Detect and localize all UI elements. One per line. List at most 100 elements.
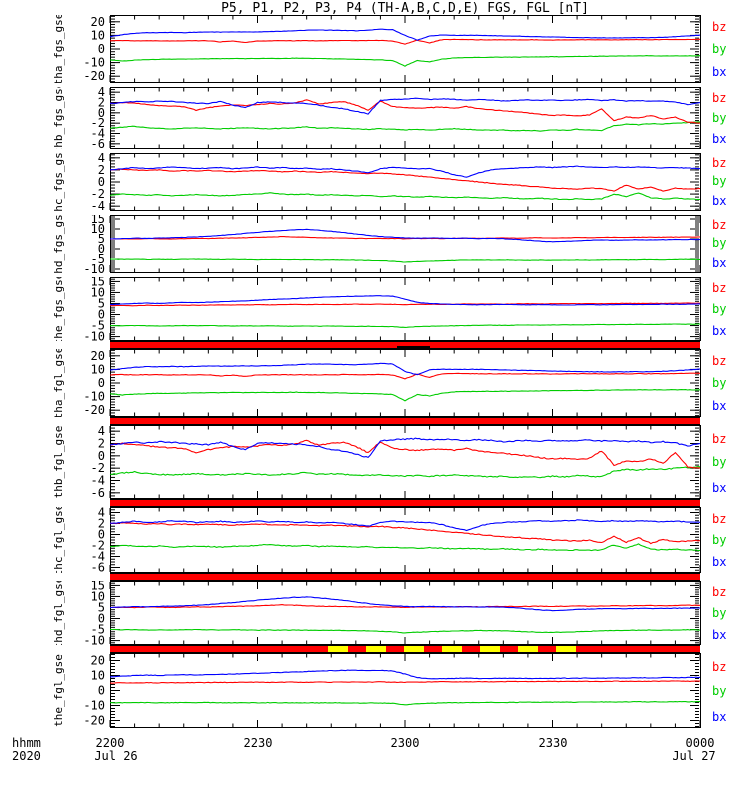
legend-label-bz: bz [712, 218, 726, 232]
y-tick-label: -10 [83, 390, 105, 404]
y-tick-label: 0 [98, 175, 105, 189]
legend-label-by: by [712, 42, 726, 56]
x-tick-2330: 2330 [538, 736, 568, 750]
plot-area-thc_fgs_gse: 420-2-4 thc_fgs_gse bz by bx [52, 146, 726, 219]
x-tick-0000: 0000 [685, 736, 715, 750]
x-date-left: Jul 26 [94, 749, 138, 763]
legend-label-bz: bz [712, 20, 726, 34]
y-axis-label: thc_fgl_gse [52, 507, 65, 573]
series-line-bz [109, 604, 701, 609]
y-tick-label: 0 [98, 449, 105, 463]
legend-label-bx: bx [712, 628, 726, 642]
y-axis-label: thb_fgs_gse [52, 87, 65, 149]
y-tick-label: 2 [98, 96, 105, 110]
legend-label-by: by [712, 111, 726, 125]
series-line-by [109, 258, 701, 263]
legend-label-by: by [712, 302, 726, 316]
y-tick-label: -2 [91, 187, 105, 201]
x-date-right: Jul 27 [672, 749, 716, 763]
y-tick-label: 5 [98, 600, 105, 614]
legend-label-by: by [712, 376, 726, 390]
y-axis-label: the_fgl_gse [52, 654, 65, 727]
x-axis-year-label: 2020 [12, 749, 41, 763]
y-tick-label: 4 [98, 87, 105, 99]
series-line-bz [109, 680, 700, 684]
series-line-bx [109, 295, 701, 306]
y-tick-label: -4 [91, 127, 105, 141]
legend-label-bx: bx [712, 324, 726, 338]
y-tick-label: -4 [91, 550, 105, 564]
y-tick-label: -20 [83, 69, 105, 83]
series-line-bx [109, 362, 700, 376]
legend-label-bx: bx [712, 481, 726, 495]
y-tick-label: -2 [91, 116, 105, 130]
data-quality-bar [0, 645, 750, 653]
series-line-by [109, 700, 700, 706]
series-line-by [109, 55, 701, 67]
series-line-bx [109, 596, 701, 612]
legend-label-bz: bz [712, 432, 726, 446]
y-axis-label: thb_fgl_gse [52, 426, 65, 499]
y-tick-label: -20 [83, 403, 105, 417]
y-tick-label: 15 [91, 581, 105, 592]
data-quality-bar [0, 417, 750, 425]
red-quality-bar [110, 417, 700, 425]
series-line-bz [110, 302, 701, 307]
y-tick-label: 0 [98, 308, 105, 322]
y-tick-label: -5 [91, 252, 105, 266]
panel-thb_fgl_gse: 4 2 0 -2 -4 -6 thb_fgl_gse bz by bx [0, 424, 750, 500]
x-axis-labels: hhmm 2020 2200 2230 2300 2330 0000 Jul 2… [0, 735, 750, 780]
y-tick-label: 0 [98, 528, 105, 542]
series-line-bz [109, 439, 701, 469]
panel-the_fgl_gse: 20 10 0 -10 -20 the_fgl_gse bz by bx [0, 653, 750, 728]
y-axis-label: tha_fgl_gse [52, 349, 65, 417]
series-line-by [109, 121, 701, 132]
series-line-by [109, 628, 701, 634]
y-tick-label: 20 [91, 15, 105, 29]
y-axis-label: thd_fgs_gse [52, 215, 65, 273]
red-quality-bar [110, 499, 700, 507]
series-line-bx [109, 519, 701, 532]
panels-container: 20 10 0 -10 -20 tha_fgs_gse bz by bx 4 2 0 -2 -4 -6 thb… [0, 13, 750, 728]
y-tick-label: -10 [83, 699, 105, 713]
panel-tha_fgl_gse: 20 10 0 -10 -20 tha_fgl_gse bz by bx [0, 347, 750, 420]
legend-label-bx: bx [712, 256, 726, 270]
y-tick-label: -4 [91, 474, 105, 488]
series-line-bz [109, 99, 701, 124]
series-line-by [109, 323, 700, 328]
legend-label-bz: bz [712, 660, 726, 674]
y-axis-label: thd_fgl_gse [52, 581, 65, 645]
panel-the_fgs_gse: 15 10 5 0 -5 -10 the_fgs_gse bz by bx [0, 273, 750, 346]
plot-area-thb_fgs_gse: 420-2-4-6 thb_fgs_gse bz by bx [52, 82, 726, 155]
y-tick-label: -6 [91, 486, 105, 499]
y-tick-label: -10 [83, 262, 105, 273]
y-tick-label: -5 [91, 319, 105, 333]
x-tick-2230: 2230 [243, 736, 273, 750]
red-quality-bar [110, 573, 700, 581]
y-tick-label: 4 [98, 153, 105, 165]
legend-label-bx: bx [712, 194, 726, 208]
panel-tha_fgs_gse: 20 10 0 -10 -20 tha_fgs_gse bz by bx [0, 13, 750, 86]
y-tick-label: 15 [91, 215, 105, 226]
legend-label-by: by [712, 684, 726, 698]
legend-label-bz: bz [712, 91, 726, 105]
legend-label-bz: bz [712, 156, 726, 170]
x-tick-2200: 2200 [95, 736, 125, 750]
y-tick-label: 10 [91, 285, 105, 299]
x-tick-2300: 2300 [390, 736, 420, 750]
y-tick-label: -2 [91, 539, 105, 553]
series-line-by [109, 466, 701, 479]
x-axis-format-label: hhmm [12, 736, 41, 750]
data-quality-bar [0, 573, 750, 581]
series-line-bz [109, 38, 700, 45]
y-tick-label: -10 [83, 56, 105, 70]
y-tick-label: 0 [98, 242, 105, 256]
y-tick-label: 15 [91, 277, 105, 288]
y-tick-label: 20 [91, 654, 105, 668]
y-tick-label: 5 [98, 232, 105, 246]
data-quality-bar [0, 341, 750, 350]
series-line-bz [109, 168, 701, 192]
